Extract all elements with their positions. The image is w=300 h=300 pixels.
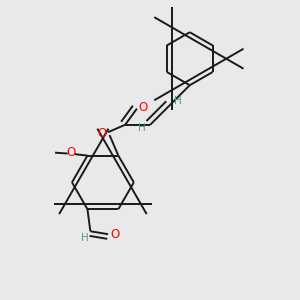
Text: H: H — [81, 233, 88, 243]
Text: O: O — [110, 228, 119, 241]
Text: O: O — [67, 146, 76, 159]
Text: H: H — [174, 96, 182, 106]
Text: O: O — [98, 127, 107, 140]
Text: H: H — [138, 123, 146, 133]
Text: O: O — [139, 100, 148, 114]
